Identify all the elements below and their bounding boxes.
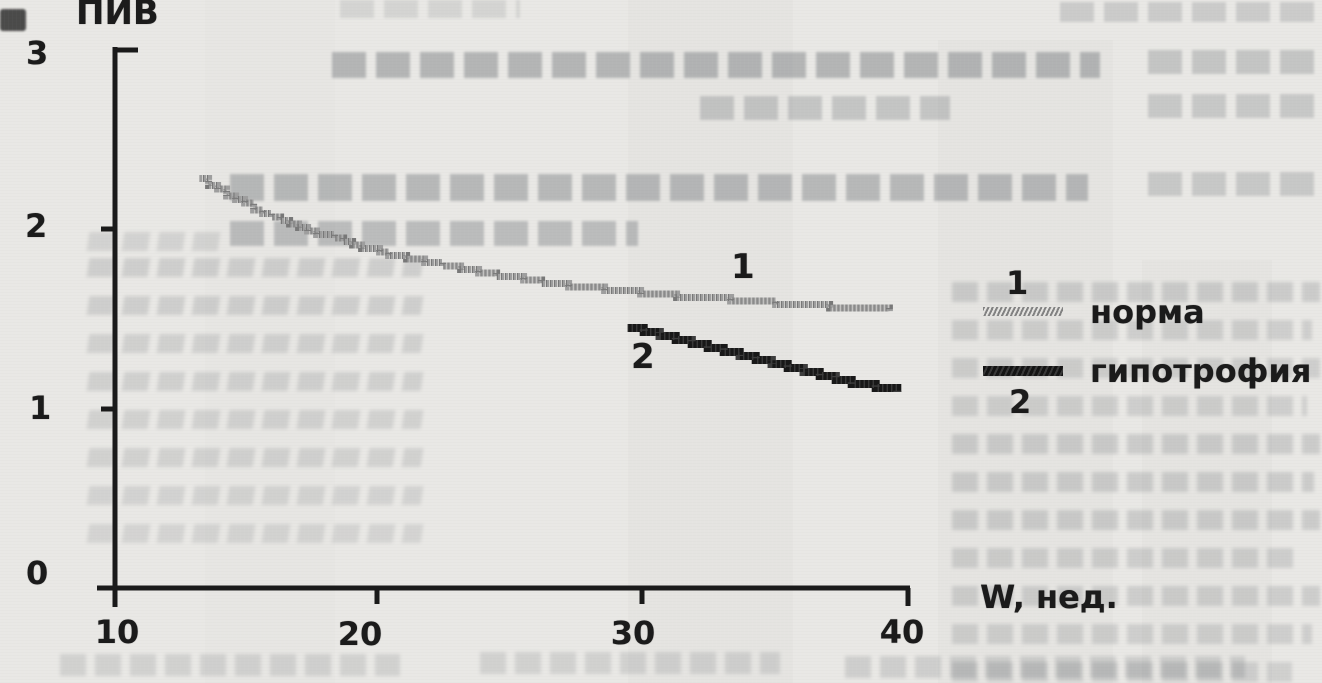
curve-2-label: 2 (631, 337, 655, 377)
x-tick-label-10: 10 (94, 613, 140, 651)
chart-path (112, 47, 910, 591)
legend-label-gipotrofiya: гипотрофия (1090, 352, 1312, 390)
y-tick-label-0: 0 (26, 554, 49, 592)
legend-swatch-norma (983, 307, 1063, 316)
y-tick-label-2: 2 (25, 207, 48, 245)
x-tick-label-30: 30 (610, 614, 656, 652)
y-tick-label-1: 1 (29, 389, 52, 427)
legend-item-2-number: 2 (1009, 383, 1032, 421)
chart-path (199, 175, 893, 312)
legend-label-norma: норма (1090, 293, 1205, 331)
legend-item-1-number: 1 (1006, 264, 1029, 302)
chart-path (199, 175, 893, 312)
y-axis-title: ПИВ (76, 0, 159, 33)
scan-ink-smudge (0, 9, 26, 31)
x-axis-title: W, нед. (980, 578, 1118, 616)
curve-1-label: 1 (731, 247, 755, 287)
legend-swatch-gipotrofiya (983, 366, 1063, 376)
chart-path (627, 324, 902, 392)
x-tick-label-40: 40 (879, 613, 925, 651)
x-tick-label-20: 20 (337, 615, 383, 653)
y-tick-label-3: 3 (26, 34, 49, 72)
